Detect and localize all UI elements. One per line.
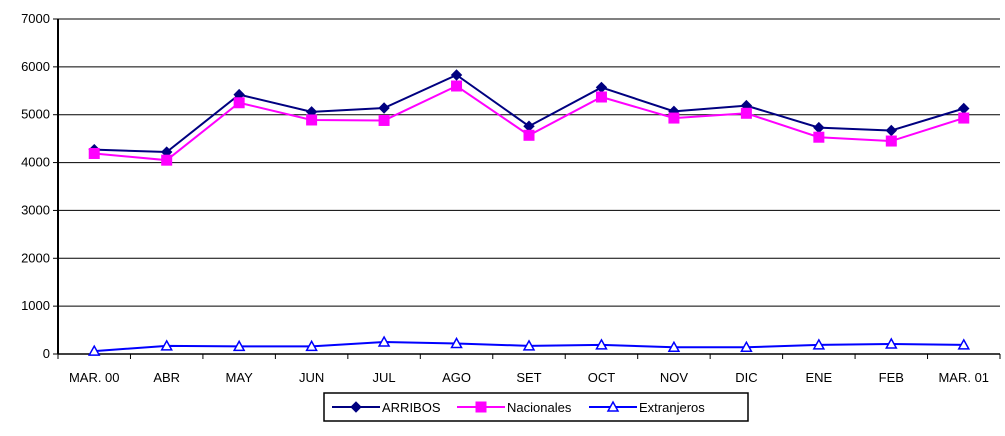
legend-label: Extranjeros bbox=[639, 400, 705, 415]
y-axis-ticks: 0 1000 2000 3000 4000 5000 6000 7000 bbox=[21, 11, 58, 361]
y-tick-label: 4000 bbox=[21, 155, 50, 170]
data-point bbox=[958, 112, 970, 124]
data-point bbox=[885, 124, 898, 137]
x-tick-label: FEB bbox=[879, 370, 904, 385]
legend-entry: ARRIBOS bbox=[332, 400, 441, 415]
x-tick-label: MAY bbox=[226, 370, 254, 385]
legend-label: ARRIBOS bbox=[382, 400, 441, 415]
data-point bbox=[451, 80, 463, 92]
x-tick-label: NOV bbox=[660, 370, 689, 385]
data-point bbox=[667, 340, 681, 353]
series-extranjeros bbox=[87, 335, 971, 356]
x-tick-label: ABR bbox=[153, 370, 180, 385]
legend-marker bbox=[350, 401, 362, 413]
data-point bbox=[813, 121, 825, 134]
data-point bbox=[378, 102, 390, 114]
data-point bbox=[450, 336, 463, 349]
y-tick-label: 1000 bbox=[21, 298, 50, 313]
data-point bbox=[523, 129, 535, 141]
legend-label: Nacionales bbox=[507, 400, 572, 415]
data-point bbox=[957, 338, 971, 350]
data-point bbox=[595, 91, 607, 103]
data-point bbox=[450, 69, 463, 81]
series-group bbox=[87, 69, 971, 356]
data-point bbox=[885, 337, 898, 349]
x-tick-label: MAR. 01 bbox=[938, 370, 989, 385]
data-point bbox=[522, 339, 536, 351]
data-point bbox=[740, 107, 752, 119]
gridlines bbox=[58, 18, 1000, 307]
data-point bbox=[377, 335, 391, 347]
x-tick-label: AGO bbox=[442, 370, 471, 385]
legend-entry: Nacionales bbox=[457, 400, 572, 415]
data-point bbox=[812, 338, 826, 350]
x-tick-label: SET bbox=[516, 370, 541, 385]
legend-box bbox=[323, 392, 749, 422]
series-arribos bbox=[88, 69, 970, 158]
data-point bbox=[305, 339, 318, 352]
legend-entry: Extranjeros bbox=[589, 400, 705, 415]
legend: ARRIBOS Nacionales Extranjeros bbox=[323, 392, 749, 422]
data-point bbox=[88, 147, 100, 159]
axes bbox=[57, 19, 1000, 355]
y-tick-label: 5000 bbox=[21, 107, 50, 122]
series-nacionales bbox=[88, 80, 970, 166]
x-tick-label: MAR. 00 bbox=[69, 370, 120, 385]
data-point bbox=[232, 339, 246, 352]
legend-marker bbox=[606, 400, 620, 412]
legend-marker bbox=[475, 401, 487, 413]
x-tick-label: JUN bbox=[299, 370, 324, 385]
data-point bbox=[885, 135, 897, 147]
data-point bbox=[233, 97, 245, 109]
data-point bbox=[161, 154, 173, 166]
y-tick-label: 7000 bbox=[21, 11, 50, 26]
data-point bbox=[595, 338, 608, 350]
data-point bbox=[668, 112, 680, 124]
data-point bbox=[595, 81, 608, 94]
x-axis-ticks: MAR. 00 ABR MAY JUN JUL AGO SET OCT NOV DIC ENE FEB… bbox=[57, 354, 1001, 385]
data-point bbox=[160, 339, 173, 351]
x-tick-label: DIC bbox=[735, 370, 757, 385]
data-point bbox=[378, 114, 390, 126]
data-point bbox=[813, 131, 825, 143]
x-tick-label: OCT bbox=[588, 370, 616, 385]
y-tick-label: 0 bbox=[43, 346, 50, 361]
y-tick-label: 6000 bbox=[21, 59, 50, 74]
y-tick-label: 3000 bbox=[21, 202, 50, 217]
x-tick-label: ENE bbox=[805, 370, 832, 385]
data-point bbox=[306, 114, 318, 126]
data-point bbox=[958, 102, 970, 115]
x-tick-label: JUL bbox=[373, 370, 396, 385]
data-point bbox=[87, 344, 101, 356]
data-point bbox=[740, 340, 753, 353]
y-tick-label: 2000 bbox=[21, 250, 50, 265]
